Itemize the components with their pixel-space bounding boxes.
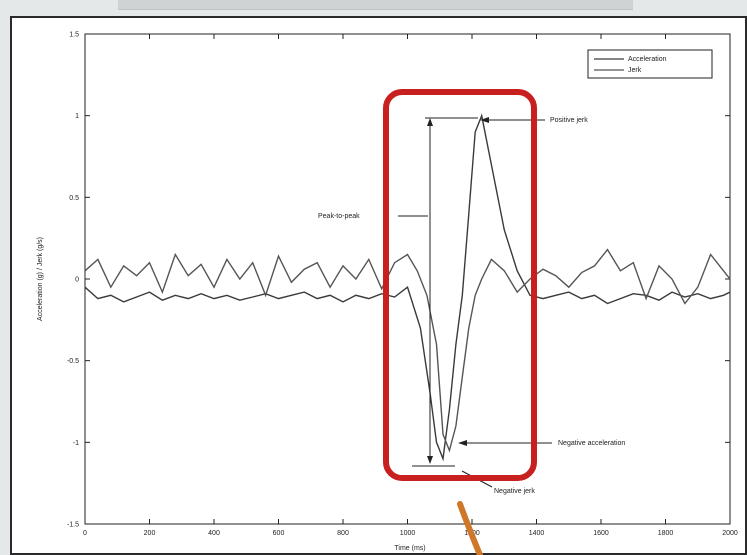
x-tick-label: 1800 xyxy=(658,530,674,537)
legend: Acceleration Jerk xyxy=(587,49,713,79)
top-banner xyxy=(118,0,633,10)
x-tick-label: 800 xyxy=(337,530,349,537)
annotation-negative-jerk: Negative jerk xyxy=(494,488,535,495)
x-tick-label: 1400 xyxy=(529,530,545,537)
annotation-positive-jerk: Positive jerk xyxy=(550,117,588,124)
x-tick-label: 1600 xyxy=(593,530,609,537)
x-tick-label: 600 xyxy=(273,530,285,537)
y-tick-label: 0 xyxy=(75,277,79,284)
positive-jerk-arrow-head xyxy=(480,117,489,123)
x-tick-label: 0 xyxy=(83,530,87,537)
x-tick-label: 1000 xyxy=(400,530,416,537)
pointer-arrow xyxy=(457,501,483,555)
x-tick-label: 400 xyxy=(208,530,220,537)
jerk-series-line xyxy=(84,248,731,453)
y-tick-label: 0.5 xyxy=(69,195,79,202)
legend-label-acceleration: Acceleration xyxy=(628,56,667,63)
y-tick-label: 1 xyxy=(75,113,79,120)
y-tick-label: 1.5 xyxy=(69,32,79,39)
legend-label-jerk: Jerk xyxy=(628,67,642,74)
peak-arrow-head-top xyxy=(427,118,433,126)
x-tick-label: 200 xyxy=(144,530,156,537)
y-axis-label: Acceleration (g) / Jerk (g/s) xyxy=(37,237,44,321)
y-tick-label: -1.5 xyxy=(67,522,79,529)
annotation-peak-to-peak: Peak-to-peak xyxy=(318,213,360,220)
plot-area xyxy=(84,33,731,525)
acceleration-series-line xyxy=(84,113,731,462)
peak-arrow-head-bottom xyxy=(427,456,433,464)
x-axis-label: Time (ms) xyxy=(394,545,425,552)
event-highlight-box xyxy=(383,89,537,481)
negative-acc-arrow-head xyxy=(458,440,467,446)
x-tick-label: 2000 xyxy=(722,530,738,537)
legend-box xyxy=(587,49,713,79)
y-tick-label: -0.5 xyxy=(67,358,79,365)
annotation-negative-acceleration: Negative acceleration xyxy=(558,440,625,447)
y-tick-label: -1 xyxy=(73,440,79,447)
